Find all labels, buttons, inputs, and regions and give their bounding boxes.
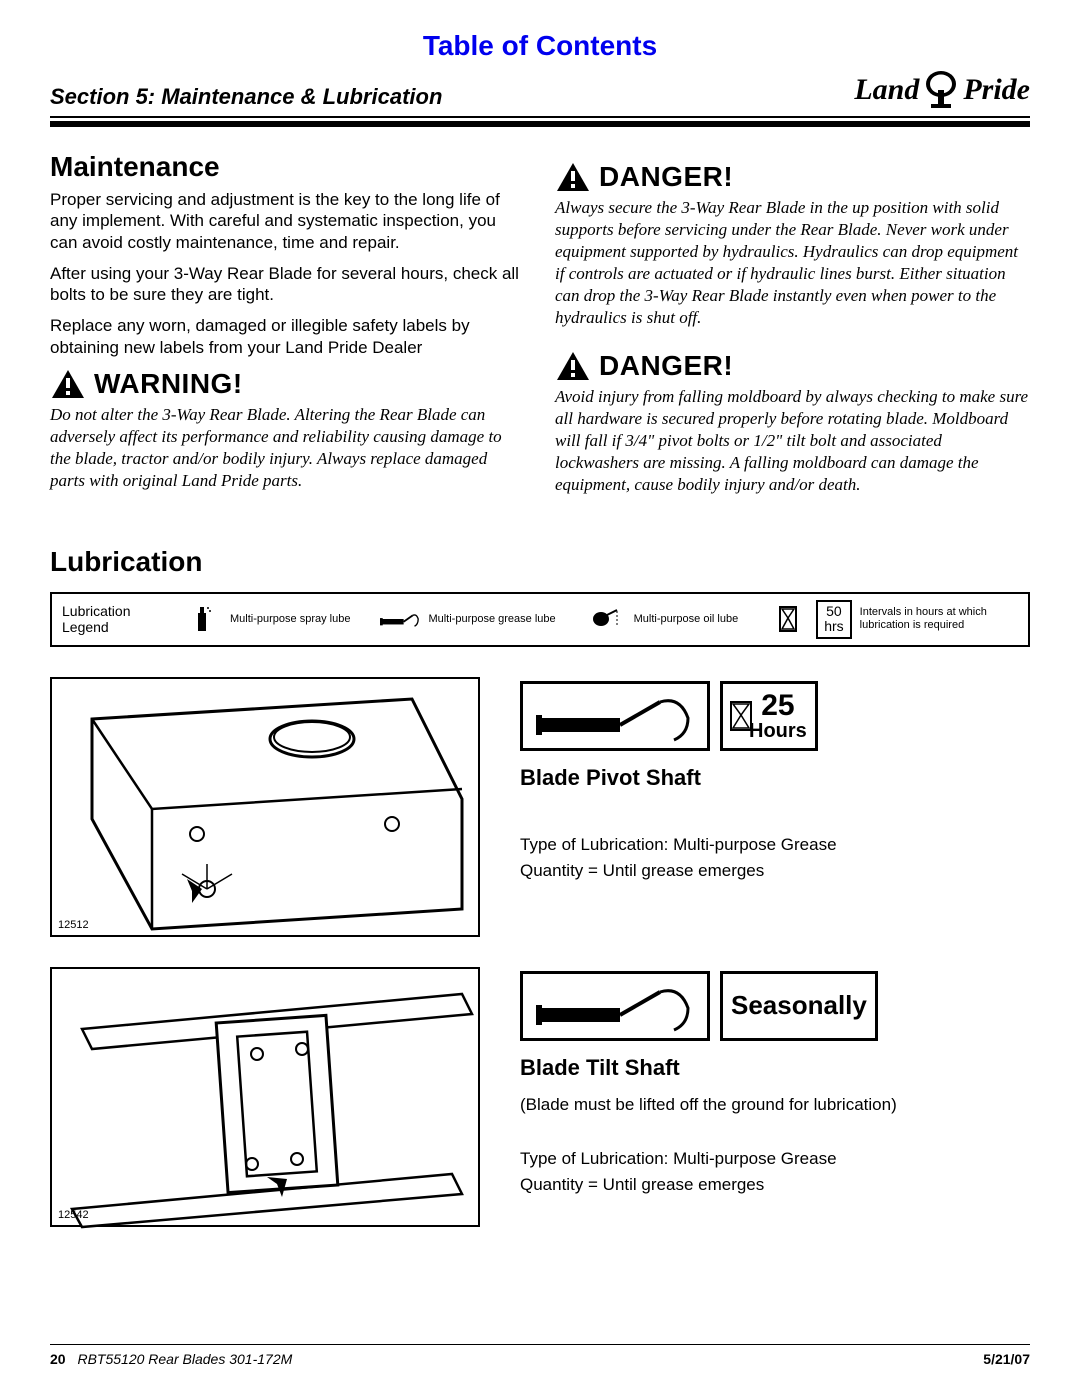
tree-icon: [923, 70, 959, 110]
danger2-label: DANGER!: [599, 350, 733, 382]
danger2-body: Avoid injury from falling moldboard by a…: [555, 386, 1030, 496]
danger-icon: [555, 161, 591, 193]
lube-point-row: 12512: [50, 677, 1030, 937]
oil-can-icon: [586, 605, 626, 633]
doc-id: RBT55120 Rear Blades 301-172M: [77, 1351, 292, 1367]
hourglass-icon: [730, 701, 752, 731]
danger1-header: DANGER!: [555, 161, 1030, 193]
page-header: Section 5: Maintenance & Lubrication Lan…: [50, 70, 1030, 118]
spray-can-icon: [182, 605, 222, 633]
maintenance-p2: After using your 3-Way Rear Blade for se…: [50, 263, 525, 306]
legend-title: Lubrication Legend: [62, 603, 152, 637]
legend-hours-num: 50: [824, 604, 843, 619]
footer-date: 5/21/07: [983, 1351, 1030, 1367]
danger-icon: [555, 350, 591, 382]
legend-hours-box: 50 hrs: [816, 600, 851, 639]
lube-qty: Quantity = Until grease emerges: [520, 1175, 1030, 1195]
diagram-id: 12542: [58, 1209, 89, 1221]
legend-grease: Multi-purpose grease lube: [380, 605, 555, 633]
grease-gun-box: [520, 681, 710, 751]
warning-header: WARNING!: [50, 368, 525, 400]
lubrication-legend: Lubrication Legend Multi-purpose spray l…: [50, 592, 1030, 647]
maintenance-heading: Maintenance: [50, 151, 525, 183]
warning-label: WARNING!: [94, 368, 243, 400]
section-title: Section 5: Maintenance & Lubrication: [50, 84, 442, 110]
lube-note: (Blade must be lifted off the ground for…: [520, 1095, 1030, 1115]
legend-interval: 50 hrs Intervals in hours at which lubri…: [768, 600, 989, 639]
warning-icon: [50, 368, 86, 400]
lube-point-title: Blade Pivot Shaft: [520, 765, 1030, 791]
hourglass-icon: [768, 605, 808, 633]
grease-gun-icon: [380, 605, 420, 633]
warning-body: Do not alter the 3-Way Rear Blade. Alter…: [50, 404, 525, 492]
legend-oil: Multi-purpose oil lube: [586, 605, 739, 633]
lubrication-heading: Lubrication: [50, 546, 1030, 578]
legend-oil-label: Multi-purpose oil lube: [634, 613, 739, 626]
legend-spray: Multi-purpose spray lube: [182, 605, 350, 633]
lube-qty: Quantity = Until grease emerges: [520, 861, 1030, 881]
maintenance-p3: Replace any worn, damaged or illegible s…: [50, 315, 525, 358]
danger1-body: Always secure the 3-Way Rear Blade in th…: [555, 197, 1030, 330]
interval-num: 25: [761, 691, 794, 721]
legend-interval-desc: Intervals in hours at which lubrication …: [860, 606, 990, 632]
lube-type: Type of Lubrication: Multi-purpose Greas…: [520, 835, 1030, 855]
grease-gun-box: [520, 971, 710, 1041]
legend-hours-unit: hrs: [824, 619, 843, 634]
brand-logo: Land Pride: [854, 70, 1030, 110]
interval-unit: Seasonally: [731, 990, 867, 1021]
maintenance-p1: Proper servicing and adjustment is the k…: [50, 189, 525, 253]
page-number: 20: [50, 1351, 66, 1367]
diagram-id: 12512: [58, 919, 89, 931]
toc-link[interactable]: Table of Contents: [50, 30, 1030, 62]
brand-word-1: Land: [854, 73, 919, 107]
legend-spray-label: Multi-purpose spray lube: [230, 613, 350, 626]
interval-box: Seasonally: [720, 971, 878, 1041]
interval-unit: Hours: [749, 721, 807, 741]
danger1-label: DANGER!: [599, 161, 733, 193]
lube-point-title: Blade Tilt Shaft: [520, 1055, 1030, 1081]
header-rule: [50, 121, 1030, 127]
lube-type: Type of Lubrication: Multi-purpose Greas…: [520, 1149, 1030, 1169]
danger2-header: DANGER!: [555, 350, 1030, 382]
page-footer: 20 RBT55120 Rear Blades 301-172M 5/21/07: [50, 1344, 1030, 1367]
lube-point-row: 12542 Seasonally B: [50, 967, 1030, 1227]
legend-grease-label: Multi-purpose grease lube: [428, 613, 555, 626]
interval-box: 25 Hours: [720, 681, 818, 751]
lube-diagram: 12512: [50, 677, 480, 937]
brand-word-2: Pride: [963, 73, 1030, 107]
lube-diagram: 12542: [50, 967, 480, 1227]
